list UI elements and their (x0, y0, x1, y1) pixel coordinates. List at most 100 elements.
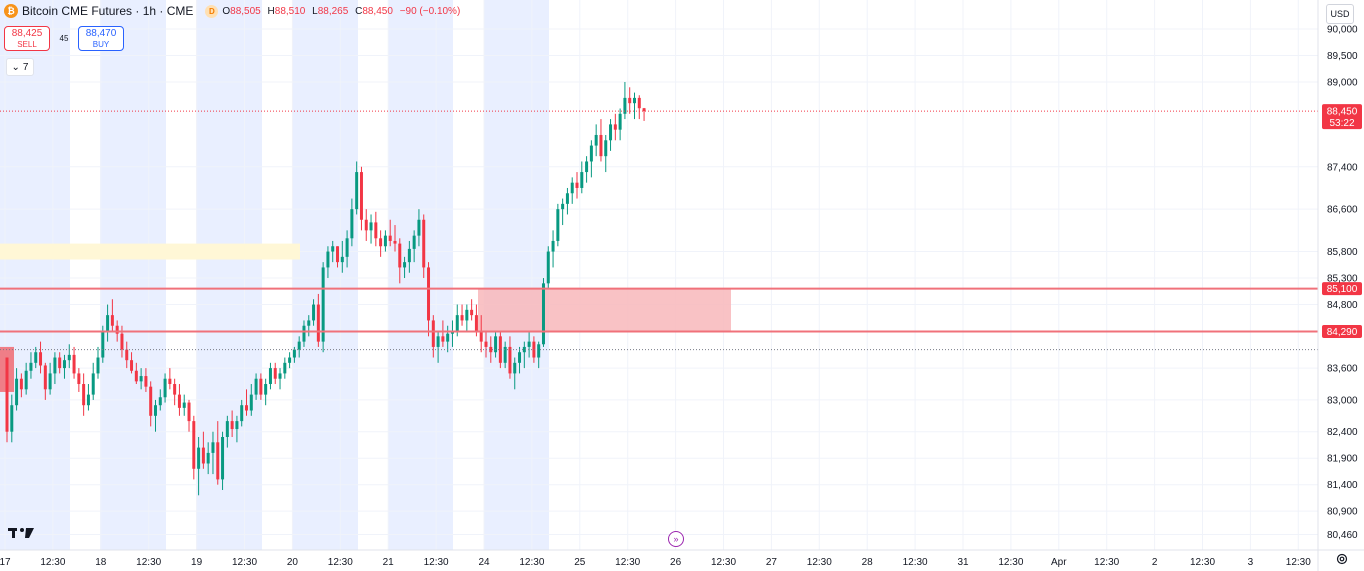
candle-body (39, 352, 43, 366)
price-axis: 90,000 89,500 89,000 87,400 86,600 85,800 85,3… (1317, 0, 1358, 571)
x-tick-label: 12:30 (807, 557, 832, 568)
candle-body (407, 248, 411, 263)
candle-body (72, 354, 76, 374)
delayed-data-icon[interactable]: D (205, 4, 219, 18)
candle-body (359, 172, 363, 220)
candle-body (609, 124, 613, 141)
open-key: O (222, 5, 231, 17)
x-tick-label: 12:30 (136, 557, 161, 568)
candle-body (532, 341, 536, 358)
y-tick-label: 83,600 (1327, 364, 1358, 375)
buy-button[interactable]: 88,470 BUY (78, 26, 124, 51)
y-tick-label: 82,400 (1327, 427, 1358, 438)
candle-body (412, 235, 416, 249)
symbol-title[interactable]: Bitcoin CME Futures · 1h · CME (22, 4, 194, 18)
candle-body (312, 304, 316, 321)
candle-body (182, 402, 186, 408)
candle-body (53, 357, 57, 374)
candle-body (479, 331, 483, 342)
open-value: 88,505 (230, 5, 261, 17)
session-band (292, 0, 358, 550)
candle-body (249, 394, 253, 411)
session-band (0, 0, 70, 550)
session-band (388, 0, 453, 550)
candle-body (62, 360, 66, 369)
x-tick-label: 12:30 (711, 557, 736, 568)
high-key: H (267, 5, 275, 17)
candles (5, 81, 646, 496)
candle-body (460, 315, 464, 321)
candle-body (575, 182, 579, 188)
y-tick-label: 89,000 (1327, 77, 1358, 88)
candle-body (48, 373, 52, 390)
candle-body (216, 442, 220, 480)
candle-body (288, 357, 292, 363)
candle-body (522, 346, 526, 353)
bitcoin-icon: ₿ (4, 4, 18, 18)
candle-body (628, 97, 632, 104)
candle-body (321, 267, 325, 342)
candle-body (302, 325, 306, 342)
candle-body (594, 134, 598, 146)
candle-body (230, 421, 234, 430)
candle-body (5, 357, 9, 432)
x-tick-label: 2 (1152, 557, 1158, 568)
currency-button[interactable]: USD (1326, 4, 1354, 24)
candle-body (489, 346, 493, 353)
candle-body (96, 357, 100, 374)
gear-icon[interactable] (1335, 552, 1349, 566)
change-value: −90 (−0.10%) (399, 5, 461, 17)
time-axis: 17 12:30 18 12:30 19 12:30 20 12:30 21 12:30 24 12:… (0, 549, 1364, 568)
candle-body (527, 341, 531, 347)
y-tick-label: 87,400 (1327, 162, 1358, 173)
candle-body (82, 384, 86, 406)
candle-body (436, 336, 440, 347)
x-tick-label: 27 (766, 557, 778, 568)
x-tick-label: 18 (95, 557, 107, 568)
candle-body (336, 246, 340, 263)
y-tick-label: 85,800 (1327, 247, 1358, 258)
candle-body (345, 238, 349, 257)
candle-body (130, 360, 134, 371)
x-tick-label: 12:30 (998, 557, 1023, 568)
countdown-label: 53:22 (1329, 118, 1354, 129)
candle-body (307, 320, 311, 326)
candle-body (168, 378, 172, 385)
candle-body (446, 333, 450, 342)
candle-body (503, 346, 507, 363)
candle-body (153, 405, 157, 416)
buy-price: 88,470 (85, 27, 117, 39)
candle-body (297, 341, 301, 350)
candle-body (518, 352, 522, 363)
x-tick-label: 12:30 (424, 557, 449, 568)
candle-body (235, 421, 239, 430)
candle-body (513, 362, 517, 374)
candle-body (201, 447, 205, 464)
candle-body (355, 172, 359, 210)
x-tick-label: 28 (862, 557, 874, 568)
x-tick-label: 25 (574, 557, 586, 568)
candle-body (364, 219, 368, 231)
candle-body (570, 182, 574, 194)
candle-body (589, 145, 593, 162)
candle-body (537, 344, 541, 358)
sell-button[interactable]: 88,425 SELL (4, 26, 50, 51)
y-tick-label: 80,460 (1327, 530, 1358, 541)
indicators-toggle-button[interactable]: ⌄ 7 (6, 58, 34, 76)
candle-body (585, 161, 589, 173)
candle-body (110, 315, 114, 326)
tradingview-logo-icon[interactable] (8, 526, 34, 540)
y-tick-label: 81,900 (1327, 454, 1358, 465)
candle-body (211, 442, 215, 453)
candle-body (431, 320, 435, 347)
last-price-label: 88,450 (1327, 107, 1358, 118)
candle-body (149, 386, 153, 416)
candle-body (417, 219, 421, 236)
candle-body (10, 405, 14, 432)
candle-body (101, 331, 105, 358)
scroll-to-realtime-icon[interactable]: » (668, 531, 684, 547)
candle-body (427, 267, 431, 321)
candle-body (340, 256, 344, 263)
session-bands (0, 0, 549, 550)
